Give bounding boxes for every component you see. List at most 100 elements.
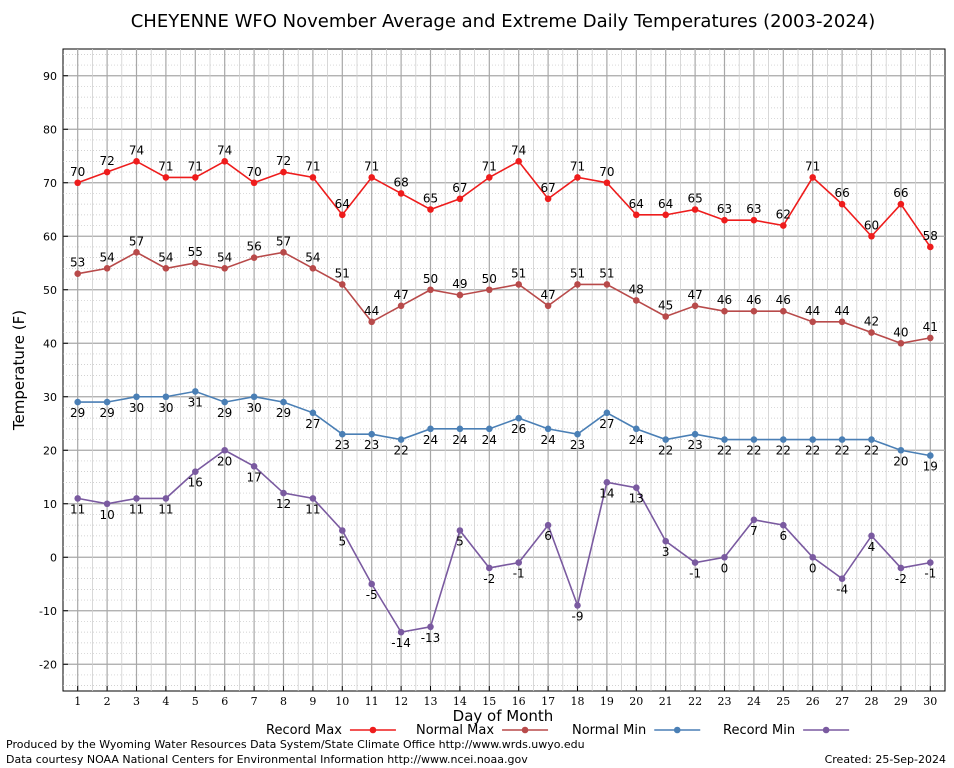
data-label: 64: [335, 197, 350, 211]
data-point: [192, 259, 199, 267]
data-label: 54: [305, 250, 320, 264]
data-label: -4: [836, 583, 848, 597]
data-label: 22: [834, 444, 849, 458]
data-point: [221, 158, 228, 165]
data-label: 46: [717, 293, 732, 307]
data-point: [486, 564, 493, 572]
data-label: 22: [393, 444, 408, 458]
data-point: [515, 158, 522, 165]
footer-created: Created: 25-Sep-2024: [824, 753, 946, 766]
data-label: 57: [276, 234, 291, 248]
x-tick-label: 19: [600, 695, 614, 708]
data-point: [780, 307, 787, 315]
data-label: 65: [687, 192, 702, 206]
data-label: 30: [158, 401, 173, 415]
data-point: [868, 232, 875, 240]
data-point: [633, 211, 640, 219]
data-point: [750, 216, 758, 224]
data-point: [574, 174, 581, 181]
data-label: 60: [864, 218, 879, 232]
data-label: 51: [570, 266, 585, 280]
x-axis-label: Day of Month: [453, 707, 554, 725]
data-point: [456, 291, 464, 299]
data-label: 74: [217, 143, 232, 157]
data-label: 30: [246, 401, 261, 415]
data-label: 54: [99, 250, 114, 264]
footer-courtesy: Data courtesy NOAA National Centers for …: [6, 753, 528, 766]
data-point: [662, 313, 669, 320]
data-point: [515, 414, 522, 422]
data-point: [103, 398, 111, 406]
x-tick-label: 27: [835, 695, 849, 708]
data-label: 71: [482, 159, 497, 173]
data-point: [368, 174, 376, 181]
y-tick-label: 0: [50, 551, 57, 564]
data-label: 53: [70, 256, 85, 270]
data-label: 62: [776, 208, 791, 222]
data-label: 42: [864, 315, 879, 329]
data-label: 44: [805, 304, 820, 318]
data-label: 44: [834, 304, 849, 318]
x-tick-label: 26: [806, 695, 820, 708]
x-tick-label: 22: [688, 695, 702, 708]
data-point: [309, 409, 317, 417]
data-point: [721, 307, 728, 315]
data-label: 72: [99, 154, 114, 168]
data-point: [780, 436, 787, 443]
data-point: [368, 580, 376, 588]
data-point: [868, 532, 875, 540]
data-label: -1: [924, 567, 936, 581]
data-point: [897, 339, 905, 347]
data-point: [192, 388, 199, 395]
data-label: -1: [513, 567, 525, 581]
data-label: 54: [217, 250, 232, 264]
data-point: [927, 559, 934, 566]
y-tick-label: 70: [43, 177, 57, 190]
data-label: 64: [658, 197, 673, 211]
data-point: [544, 302, 552, 310]
legend-label: Normal Min: [572, 723, 646, 738]
data-point: [603, 281, 611, 288]
data-point: [368, 318, 376, 326]
data-label: 24: [423, 433, 438, 447]
data-label: 71: [570, 159, 585, 173]
data-point: [662, 537, 669, 545]
data-point: [750, 516, 758, 524]
data-point: [868, 329, 875, 336]
data-point: [691, 430, 699, 438]
data-label: 47: [687, 288, 702, 302]
data-point: [456, 195, 464, 203]
data-label: 64: [629, 197, 644, 211]
x-tick-label: 8: [280, 695, 287, 708]
data-point: [309, 265, 317, 272]
data-point: [927, 334, 934, 342]
data-label: 22: [805, 444, 820, 458]
data-point: [603, 179, 611, 187]
data-point: [486, 425, 493, 433]
y-axis-label: Temperature (F): [10, 310, 28, 431]
data-point: [103, 265, 111, 272]
data-label: 22: [658, 444, 673, 458]
data-point: [603, 409, 611, 417]
data-point: [339, 430, 346, 438]
y-tick-label: 80: [43, 123, 57, 136]
data-label: 14: [599, 486, 614, 500]
data-label: 6: [544, 529, 552, 543]
x-tick-label: 9: [309, 695, 316, 708]
data-label: 70: [70, 165, 85, 179]
data-point: [427, 623, 434, 631]
data-label: 63: [717, 202, 732, 216]
series-line: [77, 160, 931, 248]
data-label: 31: [188, 395, 203, 409]
data-point: [633, 484, 640, 492]
data-point: [456, 425, 464, 433]
series-line: [77, 251, 931, 345]
data-point: [280, 398, 287, 406]
data-label: 29: [70, 406, 85, 420]
data-label: 29: [99, 406, 114, 420]
data-point: [721, 436, 728, 443]
data-point: [162, 495, 170, 502]
data-label: 54: [158, 250, 173, 264]
x-tick-label: 5: [192, 695, 199, 708]
data-point: [486, 174, 493, 181]
